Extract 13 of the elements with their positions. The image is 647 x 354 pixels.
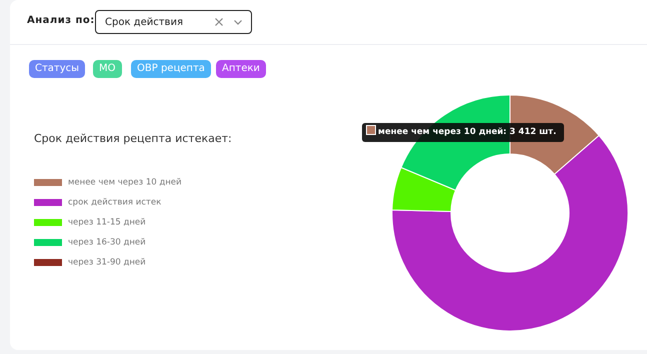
legend-label: через 11-15 дней	[68, 218, 146, 228]
legend-label: менее чем через 10 дней	[68, 178, 182, 188]
text: Анализ по:	[27, 15, 95, 26]
text: Аптеки	[216, 60, 266, 78]
text: МО	[93, 60, 122, 78]
legend-label: через 31-90 дней	[68, 258, 146, 268]
text: Статусы	[29, 60, 86, 78]
text: Срок действия рецепта истекает:	[34, 132, 232, 145]
legend-label: через 16-30 дней	[68, 238, 146, 248]
legend-label: срок действия истек	[68, 198, 162, 208]
text: ОВР рецепта	[131, 60, 211, 78]
text: менее чем через 10 дней: 3 412 шт.	[362, 123, 564, 142]
text: Срок действия	[95, 10, 252, 34]
